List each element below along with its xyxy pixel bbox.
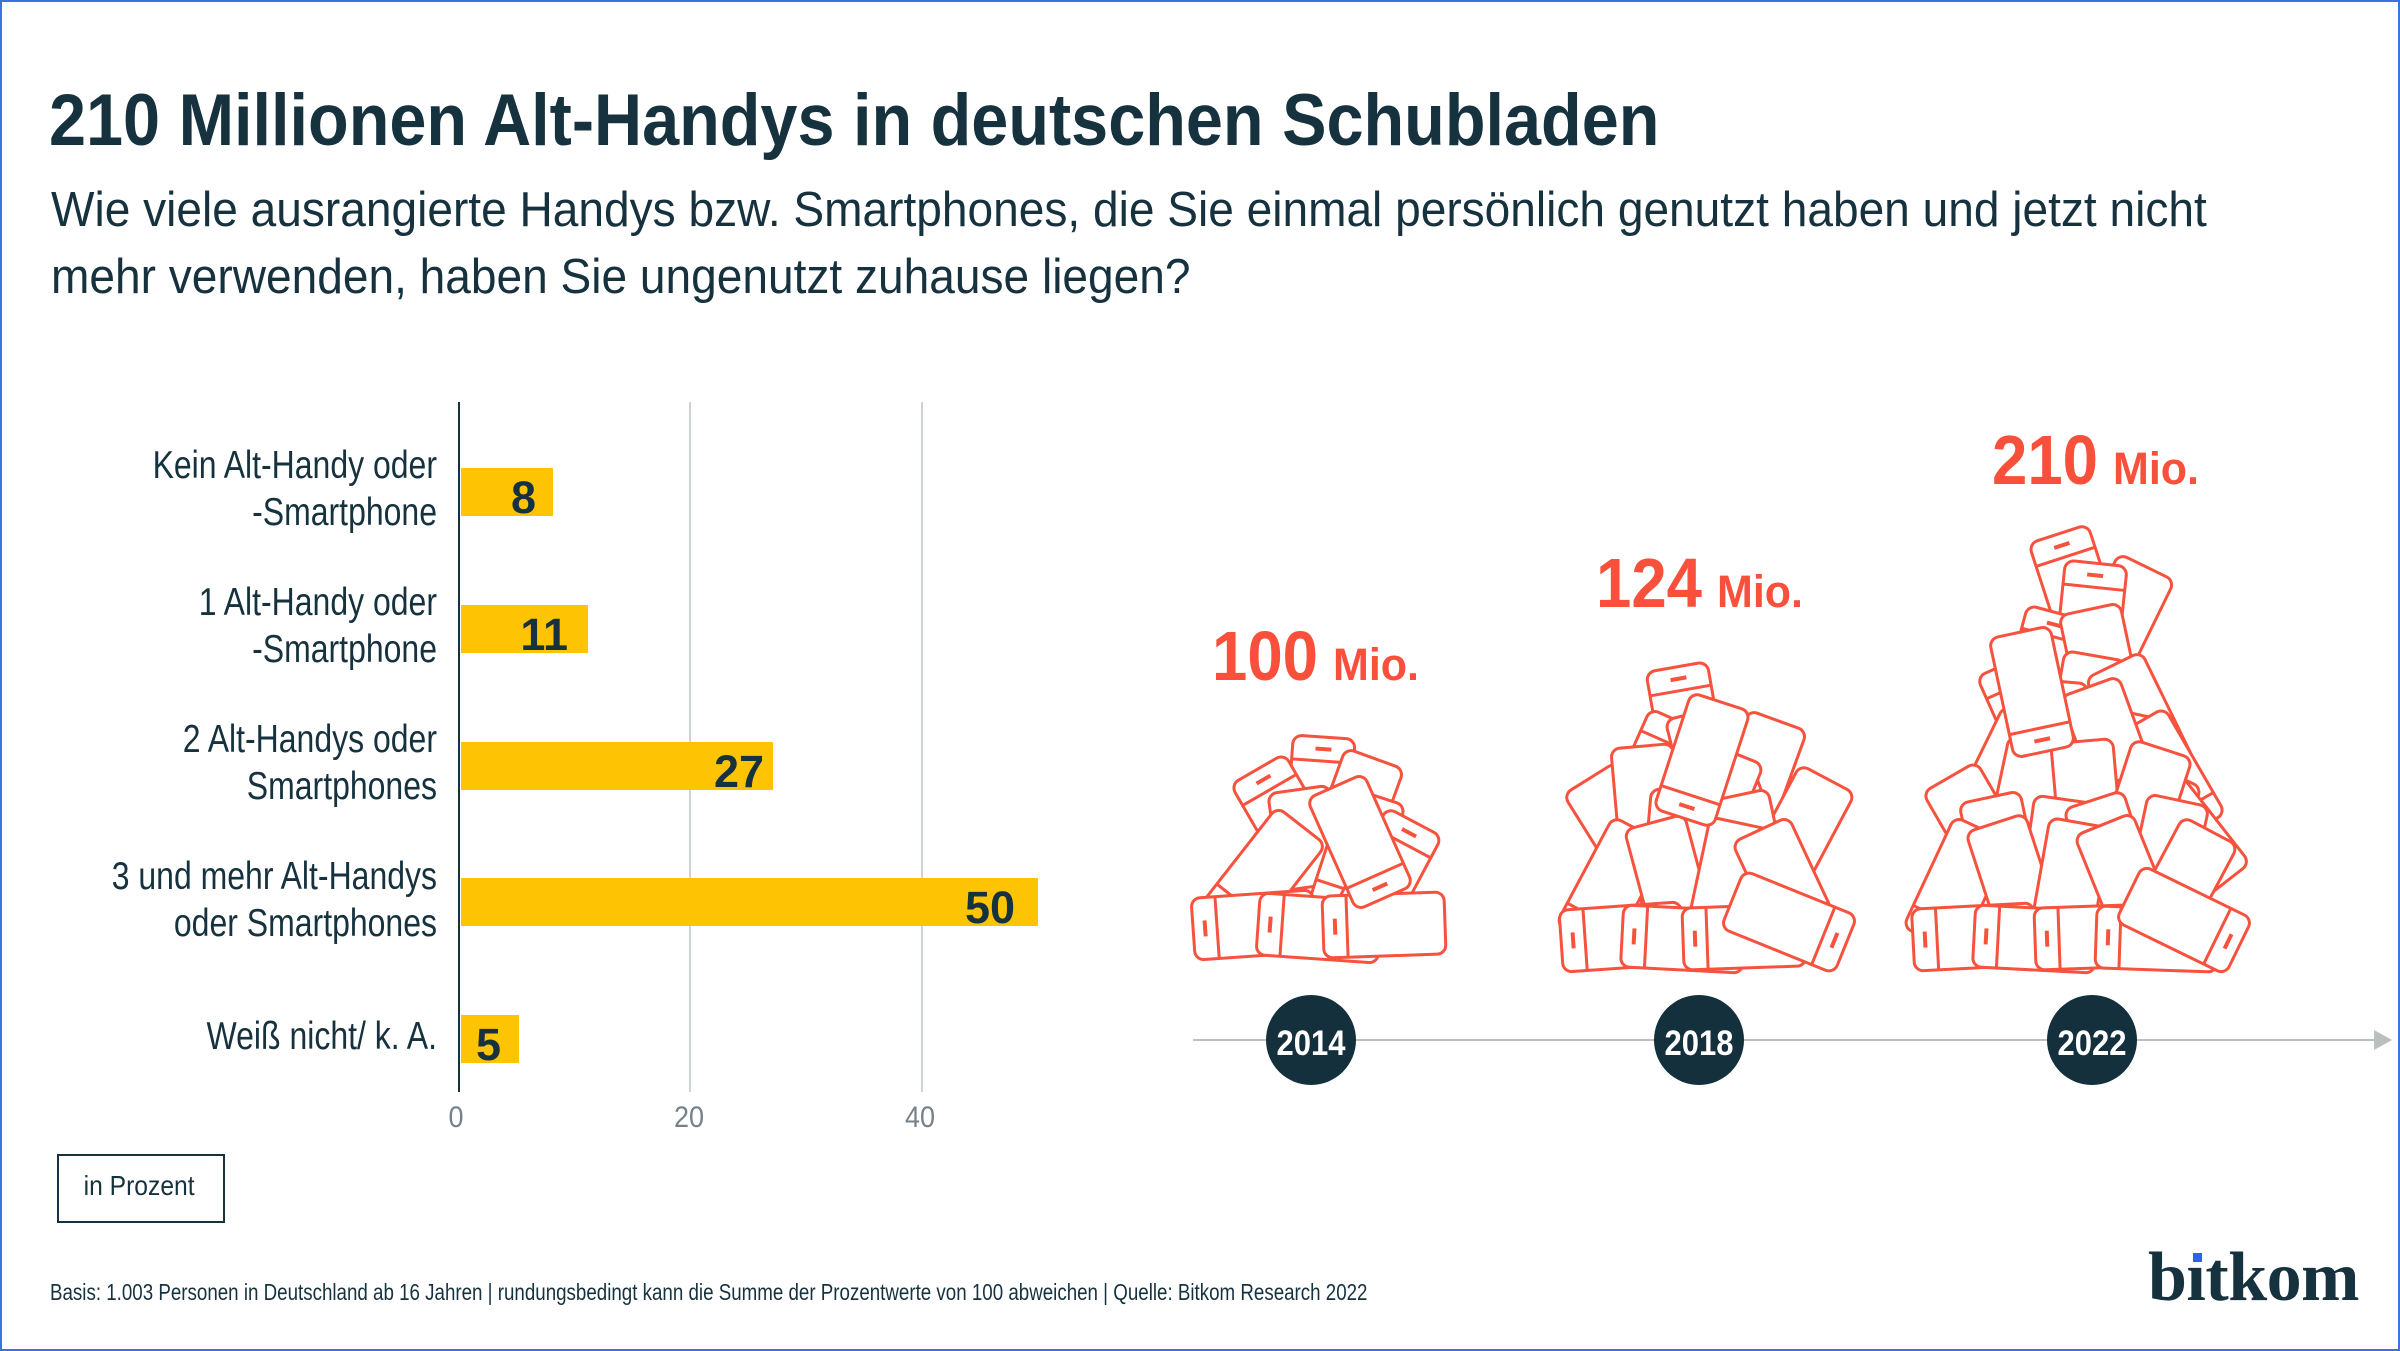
svg-text:2018: 2018 <box>1665 1024 1734 1063</box>
svg-text:2022: 2022 <box>2058 1024 2127 1063</box>
svg-text:2014: 2014 <box>1277 1024 1346 1063</box>
